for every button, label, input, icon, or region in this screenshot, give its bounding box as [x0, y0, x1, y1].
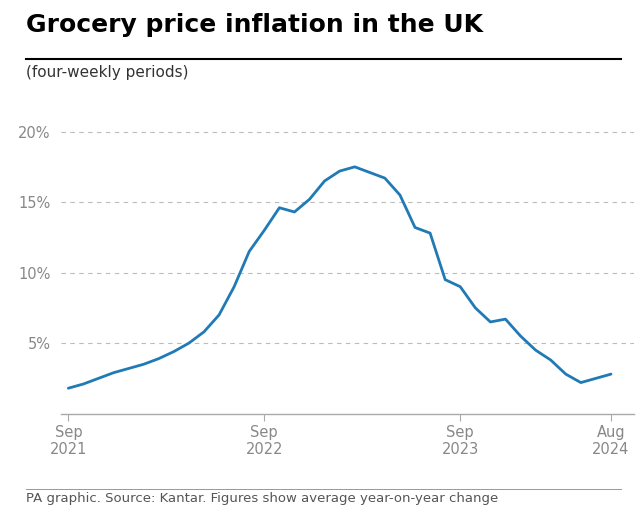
- Text: PA graphic. Source: Kantar. Figures show average year-on-year change: PA graphic. Source: Kantar. Figures show…: [26, 492, 498, 505]
- Text: (four-weekly periods): (four-weekly periods): [26, 65, 188, 80]
- Text: Grocery price inflation in the UK: Grocery price inflation in the UK: [26, 13, 483, 37]
